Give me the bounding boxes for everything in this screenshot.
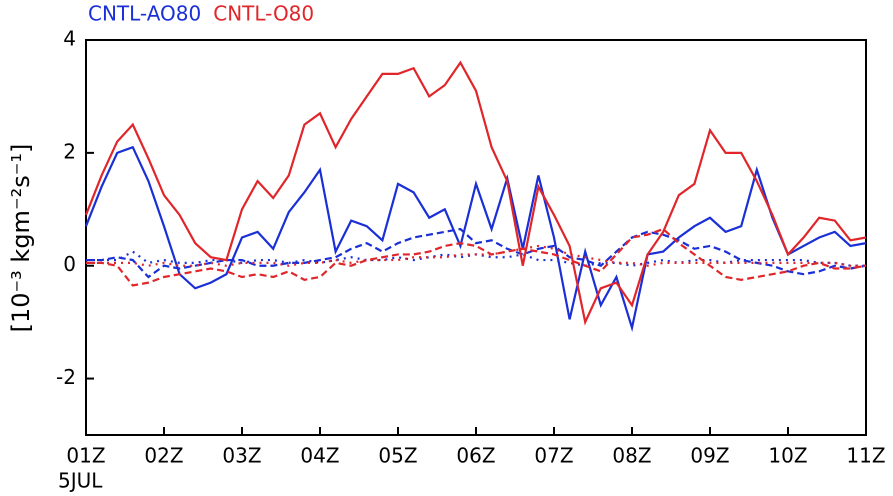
x-tick-label: 06Z (456, 444, 495, 468)
y-tick-label: 2 (63, 139, 76, 163)
line-dotted (86, 244, 866, 267)
x-tick-label: 07Z (534, 444, 573, 468)
x-tick-label: 04Z (300, 444, 339, 468)
legend-label: CNTL-AO80 (88, 2, 201, 26)
x-tick-label: 03Z (222, 444, 261, 468)
line-dashed (86, 227, 867, 279)
x-tick-label: 10Z (768, 444, 807, 468)
y-tick-label: 4 (63, 27, 76, 51)
line-values (84, 60, 867, 326)
x-tick-label: 02Z (144, 444, 183, 468)
legend-label: CNTL-O80 (213, 2, 314, 26)
y-tick-label: 0 (63, 252, 76, 276)
line-values (84, 145, 867, 333)
y-axis-label: [10⁻³ kgm⁻²s⁻¹] (7, 144, 35, 333)
plot-frame (85, 39, 867, 436)
x-tick-label: 01Z (66, 444, 105, 468)
y-tick-label: -2 (56, 365, 76, 389)
x-tick-label: 05Z (378, 444, 417, 468)
line-dashed (86, 227, 867, 287)
x-tick-label: 11Z (846, 444, 885, 468)
x-tick-label: 08Z (612, 444, 651, 468)
x-sublabel: 5JUL (58, 469, 103, 493)
x-tick-label: 09Z (690, 444, 729, 468)
